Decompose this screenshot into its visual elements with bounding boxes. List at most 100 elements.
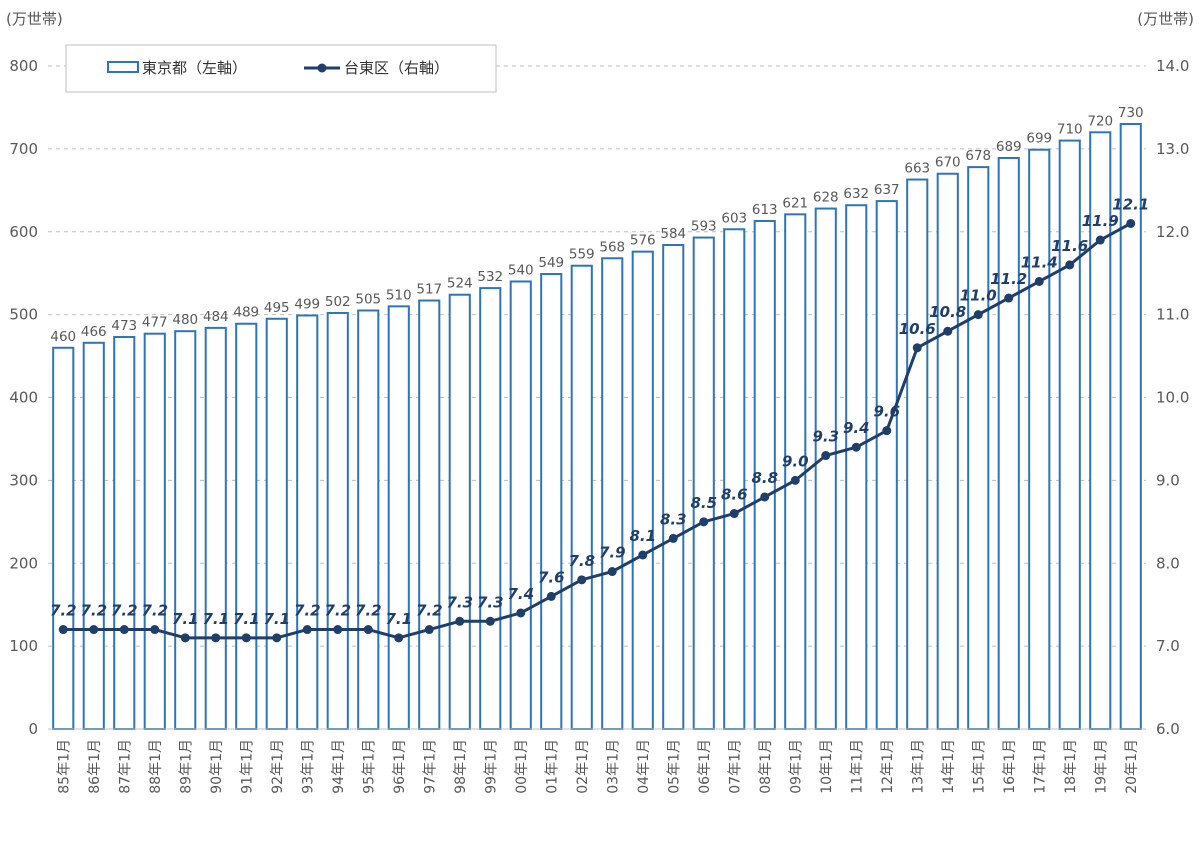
left-axis-unit: (万世帯) bbox=[6, 10, 63, 28]
line-point bbox=[394, 633, 404, 643]
line-point bbox=[760, 492, 770, 502]
x-tick-label: 13年1月 bbox=[910, 739, 926, 794]
bar-value-label: 689 bbox=[996, 139, 1022, 155]
bar bbox=[235, 322, 258, 730]
x-tick-label: 05年1月 bbox=[666, 739, 682, 794]
bar-value-label: 502 bbox=[325, 294, 351, 310]
left-tick-label: 100 bbox=[9, 637, 38, 655]
line-point bbox=[1095, 235, 1105, 245]
x-tick-label: 12年1月 bbox=[880, 739, 896, 794]
line-value-label: 7.2 bbox=[416, 602, 443, 620]
x-tick-label: 14年1月 bbox=[941, 739, 957, 794]
left-tick-label: 600 bbox=[9, 223, 38, 241]
line-point bbox=[150, 625, 160, 635]
legend-bar-label: 東京都（左軸） bbox=[142, 59, 247, 77]
bar-value-label: 489 bbox=[233, 305, 259, 321]
x-tick-label: 89年1月 bbox=[178, 739, 194, 794]
bar-value-label: 568 bbox=[599, 239, 625, 255]
x-tick-label: 08年1月 bbox=[758, 739, 774, 794]
line-point bbox=[851, 442, 861, 452]
bar bbox=[967, 166, 990, 731]
legend-line-marker bbox=[317, 63, 327, 73]
bar bbox=[875, 200, 898, 730]
line-value-label: 7.1 bbox=[172, 610, 199, 628]
line-value-label: 8.1 bbox=[629, 527, 656, 545]
x-tick-label: 87年1月 bbox=[117, 739, 133, 794]
x-tick-label: 98年1月 bbox=[453, 739, 469, 794]
bar-value-label: 505 bbox=[355, 291, 381, 307]
line-value-label: 7.8 bbox=[568, 552, 595, 570]
line-value-label: 7.3 bbox=[446, 593, 473, 611]
bar bbox=[357, 309, 380, 730]
line-point bbox=[1065, 260, 1075, 270]
line-value-label: 8.3 bbox=[660, 510, 687, 528]
x-tick-label: 18年1月 bbox=[1063, 739, 1079, 794]
line-point bbox=[668, 533, 678, 543]
gridlines bbox=[48, 65, 1146, 647]
bar-value-label: 524 bbox=[447, 276, 473, 292]
bar bbox=[906, 178, 929, 730]
bar bbox=[265, 317, 288, 730]
line-value-label: 11.2 bbox=[990, 270, 1027, 288]
line-point bbox=[516, 608, 526, 618]
line-value-label: 7.2 bbox=[111, 602, 138, 620]
bar bbox=[113, 336, 136, 730]
bar bbox=[479, 287, 502, 730]
right-tick-label: 8.0 bbox=[1156, 554, 1180, 572]
line-value-label: 7.1 bbox=[202, 610, 229, 628]
line-value-label: 9.0 bbox=[782, 452, 809, 470]
bar-value-label: 637 bbox=[874, 182, 900, 198]
bar-value-label: 663 bbox=[904, 161, 930, 177]
left-tick-label: 800 bbox=[9, 57, 38, 75]
bar bbox=[143, 332, 166, 730]
x-tick-label: 91年1月 bbox=[239, 739, 255, 794]
bar bbox=[204, 326, 227, 730]
line-value-label: 10.6 bbox=[899, 320, 936, 338]
right-axis-unit: (万世帯) bbox=[1137, 10, 1194, 28]
bar-value-label: 628 bbox=[813, 190, 839, 206]
x-tick-label: 11年1月 bbox=[849, 739, 865, 794]
line-point bbox=[577, 575, 587, 585]
bar-value-label: 532 bbox=[477, 269, 503, 285]
legend-line-label: 台東区（右軸） bbox=[344, 59, 449, 77]
x-tick-label: 07年1月 bbox=[727, 739, 743, 794]
x-tick-label: 90年1月 bbox=[209, 739, 225, 794]
bar-value-label: 720 bbox=[1087, 113, 1113, 129]
bar bbox=[723, 228, 746, 730]
left-tick-label: 700 bbox=[9, 140, 38, 158]
line-point bbox=[363, 625, 373, 635]
line-point bbox=[89, 625, 99, 635]
bar-value-label: 460 bbox=[50, 329, 76, 345]
x-tick-label: 09年1月 bbox=[788, 739, 804, 794]
bar bbox=[387, 305, 410, 730]
bar bbox=[631, 250, 654, 730]
line-value-label: 7.2 bbox=[50, 602, 77, 620]
bar-series-tokyo bbox=[52, 123, 1142, 731]
line-point bbox=[272, 633, 282, 643]
bar bbox=[997, 156, 1020, 730]
x-tick-label: 20年1月 bbox=[1124, 739, 1140, 794]
bar bbox=[174, 330, 197, 730]
bar-value-label: 584 bbox=[660, 226, 686, 242]
line-point bbox=[333, 625, 343, 635]
left-tick-label: 0 bbox=[28, 720, 38, 738]
line-value-label: 8.6 bbox=[721, 486, 748, 504]
bar bbox=[326, 311, 349, 730]
right-tick-label: 13.0 bbox=[1156, 140, 1189, 158]
bar bbox=[82, 341, 105, 730]
line-path bbox=[63, 222, 1132, 640]
x-tick-label: 16年1月 bbox=[1002, 739, 1018, 794]
bar-value-label: 510 bbox=[386, 287, 412, 303]
bar bbox=[296, 314, 319, 730]
bar-value-label: 576 bbox=[630, 233, 656, 249]
line-value-label: 8.5 bbox=[690, 494, 717, 512]
bar bbox=[662, 244, 685, 730]
line-value-label: 7.2 bbox=[80, 602, 107, 620]
bar bbox=[540, 273, 563, 730]
line-point bbox=[302, 625, 312, 635]
x-tick-label: 88年1月 bbox=[148, 739, 164, 794]
x-tick-label: 02年1月 bbox=[575, 739, 591, 794]
line-value-label: 7.3 bbox=[477, 593, 504, 611]
bar-value-label: 480 bbox=[172, 312, 198, 328]
